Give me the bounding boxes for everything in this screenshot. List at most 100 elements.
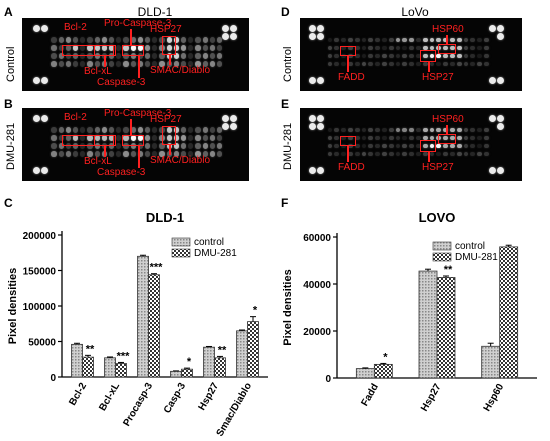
array-spot [484, 143, 489, 149]
y-tick-label: 60000 [303, 233, 331, 244]
array-spot [40, 76, 48, 84]
array-spot [130, 135, 136, 141]
array-spot [181, 151, 187, 157]
protein-label: HSP60 [432, 114, 464, 125]
array-spot [463, 135, 469, 141]
array-spot [443, 61, 448, 67]
array-spot [316, 166, 324, 174]
array-spot [195, 135, 201, 141]
array-spot [159, 135, 165, 141]
array-spot [429, 45, 435, 51]
array-spot [221, 122, 229, 130]
array-spot [334, 135, 340, 141]
highlight-box [438, 44, 456, 54]
array-spot [123, 37, 129, 43]
array-spot [327, 53, 333, 59]
array-spot [436, 37, 442, 43]
highlight-box [122, 135, 144, 146]
array-spot [409, 143, 414, 149]
array-spot [402, 37, 408, 43]
array-spot [443, 53, 448, 59]
array-spot [422, 151, 428, 157]
array-spot [409, 45, 414, 51]
array-spot [488, 24, 496, 32]
array-spot [416, 53, 421, 59]
y-axis-label: Pixel densities [282, 269, 294, 345]
array-spot [87, 151, 93, 157]
highlight-box [340, 136, 356, 146]
y-tick-label: 40000 [303, 280, 331, 291]
array-spot [368, 151, 374, 157]
array-spot [109, 37, 115, 43]
array-spot [388, 61, 394, 67]
array-spot [137, 61, 143, 67]
array-spot [87, 61, 93, 67]
bar-dmu281 [436, 277, 456, 379]
array-spot [116, 61, 122, 67]
highlight-box [162, 126, 176, 145]
array-spot [327, 37, 333, 43]
array-spot [450, 37, 455, 43]
array-spot [145, 135, 151, 141]
label-pointer [130, 119, 132, 135]
array-spot [361, 127, 367, 133]
label-pointer [347, 56, 349, 72]
highlight-box [420, 140, 436, 152]
array-spot [382, 143, 387, 149]
array-spot [422, 37, 428, 43]
array-spot [470, 135, 476, 141]
protein-label: Bcl-2 [64, 112, 87, 123]
array-spot [94, 37, 100, 43]
array-spot [354, 45, 360, 51]
array-spot [443, 143, 448, 149]
array-spot [51, 151, 57, 157]
protein-label: HSP27 [150, 114, 182, 125]
array-spot [496, 76, 504, 84]
array-spot [32, 24, 40, 32]
array-spot [348, 37, 353, 43]
array-spot [73, 61, 79, 67]
protein-label: HSP27 [422, 72, 454, 83]
array-spot [422, 45, 428, 51]
array-spot [348, 127, 353, 133]
array-spot [308, 24, 316, 32]
array-spot [221, 32, 229, 40]
array-spot [456, 127, 462, 133]
array-spot [145, 143, 151, 149]
array-spot [470, 143, 476, 149]
array-spot [450, 143, 455, 149]
array-spot [94, 127, 100, 133]
array-spot [109, 127, 115, 133]
array-spot [382, 135, 387, 141]
highlight-box [420, 50, 436, 62]
array-spot [32, 114, 40, 122]
array-spot [382, 37, 387, 43]
array-spot [368, 135, 374, 141]
array-spot [484, 53, 489, 59]
array-spot [58, 143, 64, 149]
array-spot [334, 151, 340, 157]
array-spot [354, 127, 360, 133]
array-spot [422, 143, 428, 149]
array-spot [348, 45, 353, 51]
bar-control [481, 345, 501, 379]
array-spot [388, 135, 394, 141]
array-spot [341, 37, 346, 43]
array-spot [181, 143, 187, 149]
array-spot [484, 127, 489, 133]
array-spot [166, 37, 172, 43]
array-spot [348, 135, 353, 141]
array-spot [80, 45, 86, 51]
array-spot [101, 45, 107, 51]
array-spot [402, 53, 408, 59]
array-spot [361, 151, 367, 157]
highlight-box [62, 135, 114, 146]
array-spot [334, 61, 340, 67]
label-pointer [104, 146, 106, 157]
array-spot [101, 135, 107, 141]
array-spot [450, 53, 455, 59]
x-tick-label: Bcl-xL [97, 381, 122, 413]
x-tick-label: Hsp60 [482, 382, 507, 414]
array-spot [229, 24, 237, 32]
array-spot [348, 61, 353, 67]
